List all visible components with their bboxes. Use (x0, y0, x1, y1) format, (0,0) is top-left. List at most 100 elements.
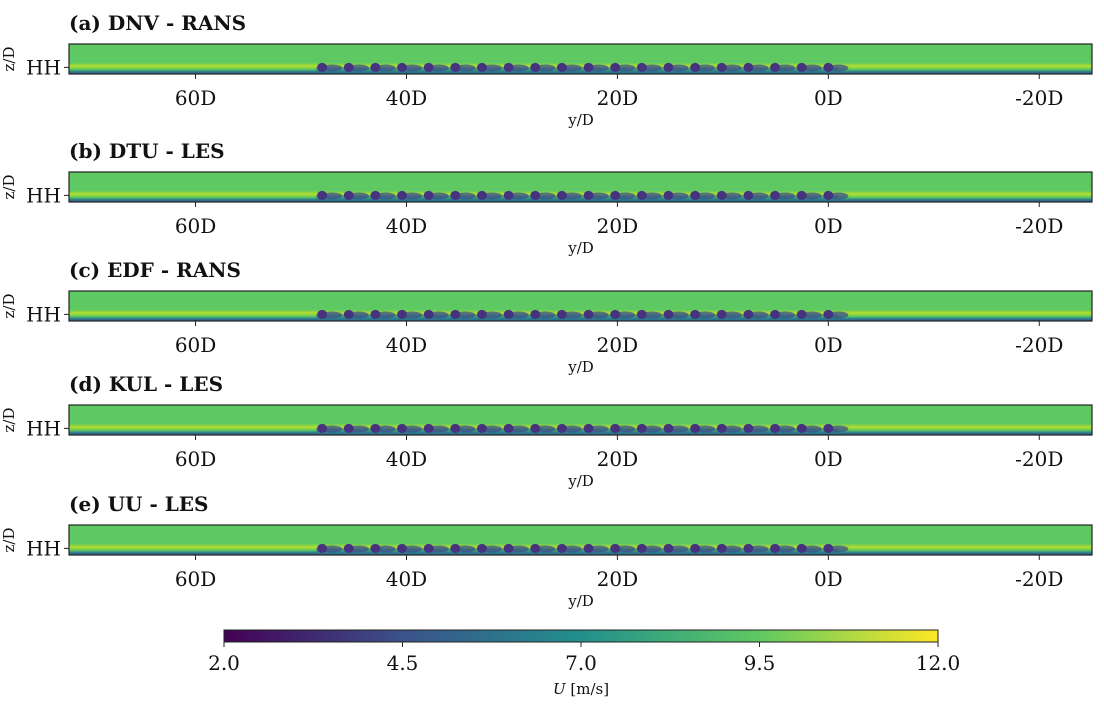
wake-e-6 (481, 545, 502, 553)
wake-d-15 (721, 425, 742, 433)
panel-title-c: (c) EDF - RANS (69, 258, 241, 282)
wake-a-16 (748, 64, 769, 72)
xtick-label-e-0: 60D (175, 567, 216, 591)
wake-c-5 (455, 311, 476, 319)
ylabel-c: z/D (0, 294, 18, 319)
wake-d-16 (748, 425, 769, 433)
xtick-label-e-1: 40D (386, 567, 427, 591)
wake-c-12 (641, 311, 662, 319)
wake-a-17 (775, 64, 796, 72)
turbine-c-11 (610, 309, 621, 319)
turbine-c-17 (770, 309, 781, 319)
wake-d-12 (641, 425, 662, 433)
turbine-a-12 (636, 62, 647, 72)
xtick-label-b-3: 0D (814, 214, 843, 238)
turbine-c-19 (823, 309, 834, 319)
wake-c-7 (508, 311, 529, 319)
turbine-d-16 (743, 423, 754, 433)
xtick-label-b-4: -20D (1015, 214, 1063, 238)
turbine-b-19 (823, 190, 834, 200)
ytick-label-c: HH (26, 302, 61, 326)
turbine-c-4 (423, 309, 434, 319)
wake-d-17 (775, 425, 796, 433)
ytick-label-a: HH (26, 55, 61, 79)
wake-d-3 (402, 425, 423, 433)
wake-e-5 (455, 545, 476, 553)
turbine-d-6 (476, 423, 487, 433)
wake-e-19 (828, 545, 849, 553)
wake-e-3 (402, 545, 423, 553)
turbine-a-14 (690, 62, 701, 72)
wake-b-13 (668, 192, 689, 200)
wake-a-9 (561, 64, 582, 72)
xlabel-e: y/D (567, 592, 594, 610)
wake-b-5 (455, 192, 476, 200)
turbine-e-19 (823, 543, 834, 553)
turbine-e-12 (636, 543, 647, 553)
panel-e: (e) UU - LES HH z/D 60D 40D 20D 0D -20D y/D (0, 492, 1093, 610)
wake-a-4 (428, 64, 449, 72)
turbine-c-8 (530, 309, 541, 319)
ytick-label-b: HH (26, 183, 61, 207)
turbine-e-0 (317, 543, 328, 553)
wake-a-1 (348, 64, 369, 72)
cb-tick-label-2: 7.0 (565, 651, 597, 675)
turbine-d-2 (370, 423, 381, 433)
turbine-e-15 (716, 543, 727, 553)
turbine-e-14 (690, 543, 701, 553)
wake-d-13 (668, 425, 689, 433)
xtick-label-c-3: 0D (814, 333, 843, 357)
ylabel-b: z/D (0, 175, 18, 200)
wake-e-4 (428, 545, 449, 553)
wake-d-8 (535, 425, 556, 433)
wake-d-19 (828, 425, 849, 433)
wake-e-15 (721, 545, 742, 553)
wake-e-10 (588, 545, 609, 553)
turbine-e-5 (450, 543, 461, 553)
wake-a-19 (828, 64, 849, 72)
wake-e-16 (748, 545, 769, 553)
turbine-a-19 (823, 62, 834, 72)
wake-e-8 (535, 545, 556, 553)
wake-d-14 (695, 425, 716, 433)
wake-b-6 (481, 192, 502, 200)
colorbar: 2.0 4.5 7.0 9.5 12.0 U [m/s] (208, 629, 961, 698)
wake-e-12 (641, 545, 662, 553)
wake-d-18 (801, 425, 822, 433)
turbine-b-11 (610, 190, 621, 200)
turbine-e-10 (583, 543, 594, 553)
wake-d-10 (588, 425, 609, 433)
turbine-c-2 (370, 309, 381, 319)
ylabel-d: z/D (0, 408, 18, 433)
xlabel-c: y/D (567, 358, 594, 376)
ytick-label-e: HH (26, 536, 61, 560)
cb-tick-label-4: 12.0 (916, 651, 961, 675)
turbine-b-2 (370, 190, 381, 200)
turbine-a-0 (317, 62, 328, 72)
turbine-b-5 (450, 190, 461, 200)
turbine-b-8 (530, 190, 541, 200)
wake-a-14 (695, 64, 716, 72)
wake-c-6 (481, 311, 502, 319)
xtick-label-c-4: -20D (1015, 333, 1063, 357)
wake-c-1 (348, 311, 369, 319)
turbine-d-12 (636, 423, 647, 433)
wake-b-12 (641, 192, 662, 200)
wake-b-19 (828, 192, 849, 200)
xtick-label-a-4: -20D (1015, 86, 1063, 110)
turbine-e-8 (530, 543, 541, 553)
turbine-b-4 (423, 190, 434, 200)
wake-d-2 (375, 425, 396, 433)
turbine-a-6 (476, 62, 487, 72)
colorbar-label: U [m/s] (553, 680, 609, 698)
wake-c-16 (748, 311, 769, 319)
turbine-e-16 (743, 543, 754, 553)
xtick-label-c-1: 40D (386, 333, 427, 357)
wake-e-0 (322, 545, 343, 553)
wake-b-18 (801, 192, 822, 200)
xtick-label-c-2: 20D (597, 333, 638, 357)
wake-c-9 (561, 311, 582, 319)
xtick-label-e-2: 20D (597, 567, 638, 591)
turbine-c-6 (476, 309, 487, 319)
turbine-e-9 (556, 543, 567, 553)
